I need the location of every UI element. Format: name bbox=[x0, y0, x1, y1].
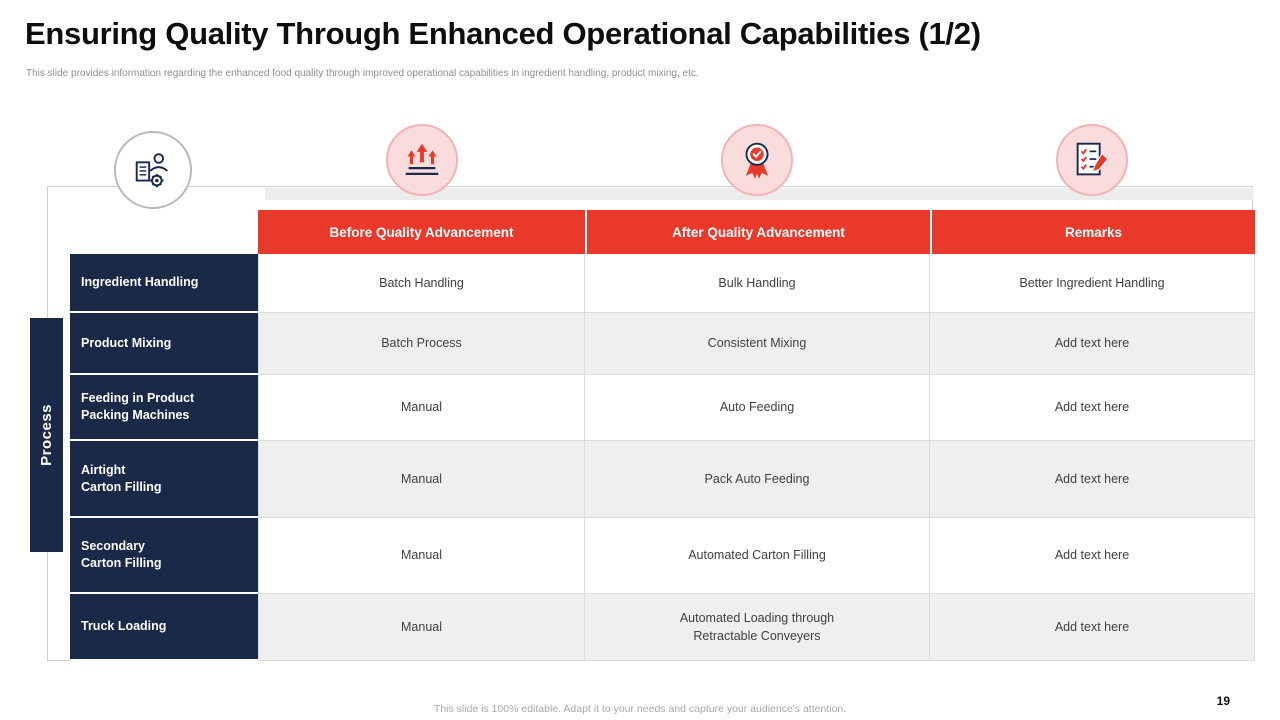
remarks-cell: Better Ingredient Handling bbox=[930, 254, 1255, 313]
after-cell: Automated Carton Filling bbox=[585, 518, 930, 594]
page-number: 19 bbox=[1216, 694, 1230, 708]
table-row: Ingredient Handling Batch Handling Bulk … bbox=[70, 254, 1255, 313]
quality-award-icon bbox=[721, 124, 793, 196]
slide-title: Ensuring Quality Through Enhanced Operat… bbox=[25, 16, 981, 51]
remarks-cell: Add text here bbox=[930, 594, 1255, 661]
before-cell: Manual bbox=[258, 375, 585, 441]
table-corner bbox=[70, 210, 258, 254]
header-remarks: Remarks bbox=[930, 210, 1255, 254]
table-header-row: Before Quality Advancement After Quality… bbox=[70, 210, 1255, 254]
after-cell: Pack Auto Feeding bbox=[585, 441, 930, 518]
after-cell: Consistent Mixing bbox=[585, 313, 930, 375]
header-before: Before Quality Advancement bbox=[258, 210, 585, 254]
after-cell: Automated Loading through Retractable Co… bbox=[585, 594, 930, 661]
slide-footer-note: This slide is 100% editable. Adapt it to… bbox=[433, 703, 847, 715]
before-cell: Batch Handling bbox=[258, 254, 585, 313]
after-cell: Bulk Handling bbox=[585, 254, 930, 313]
before-cell: Manual bbox=[258, 518, 585, 594]
after-cell: Auto Feeding bbox=[585, 375, 930, 441]
remarks-cell: Add text here bbox=[930, 441, 1255, 518]
remarks-cell: Add text here bbox=[930, 375, 1255, 441]
remarks-cell: Add text here bbox=[930, 518, 1255, 594]
remarks-cell: Add text here bbox=[930, 313, 1255, 375]
growth-arrows-icon bbox=[386, 124, 458, 196]
table-row: Secondary Carton Filling Manual Automate… bbox=[70, 518, 1255, 594]
before-cell: Batch Process bbox=[258, 313, 585, 375]
row-label: Feeding in Product Packing Machines bbox=[70, 375, 258, 441]
row-label: Ingredient Handling bbox=[70, 254, 258, 313]
process-side-label-text: Process bbox=[38, 404, 55, 466]
before-cell: Manual bbox=[258, 441, 585, 518]
table-row: Airtight Carton Filling Manual Pack Auto… bbox=[70, 441, 1255, 518]
header-after: After Quality Advancement bbox=[585, 210, 930, 254]
row-label: Product Mixing bbox=[70, 313, 258, 375]
process-person-gear-icon bbox=[114, 131, 192, 209]
checklist-pencil-icon bbox=[1056, 124, 1128, 196]
table-row: Truck Loading Manual Automated Loading t… bbox=[70, 594, 1255, 661]
slide-subtitle: This slide provides information regardin… bbox=[26, 68, 699, 79]
row-label: Airtight Carton Filling bbox=[70, 441, 258, 518]
comparison-table: Before Quality Advancement After Quality… bbox=[70, 210, 1255, 661]
row-label: Secondary Carton Filling bbox=[70, 518, 258, 594]
row-label: Truck Loading bbox=[70, 594, 258, 661]
process-side-label: Process bbox=[30, 318, 63, 552]
table-row: Product Mixing Batch Process Consistent … bbox=[70, 313, 1255, 375]
before-cell: Manual bbox=[258, 594, 585, 661]
table-row: Feeding in Product Packing Machines Manu… bbox=[70, 375, 1255, 441]
